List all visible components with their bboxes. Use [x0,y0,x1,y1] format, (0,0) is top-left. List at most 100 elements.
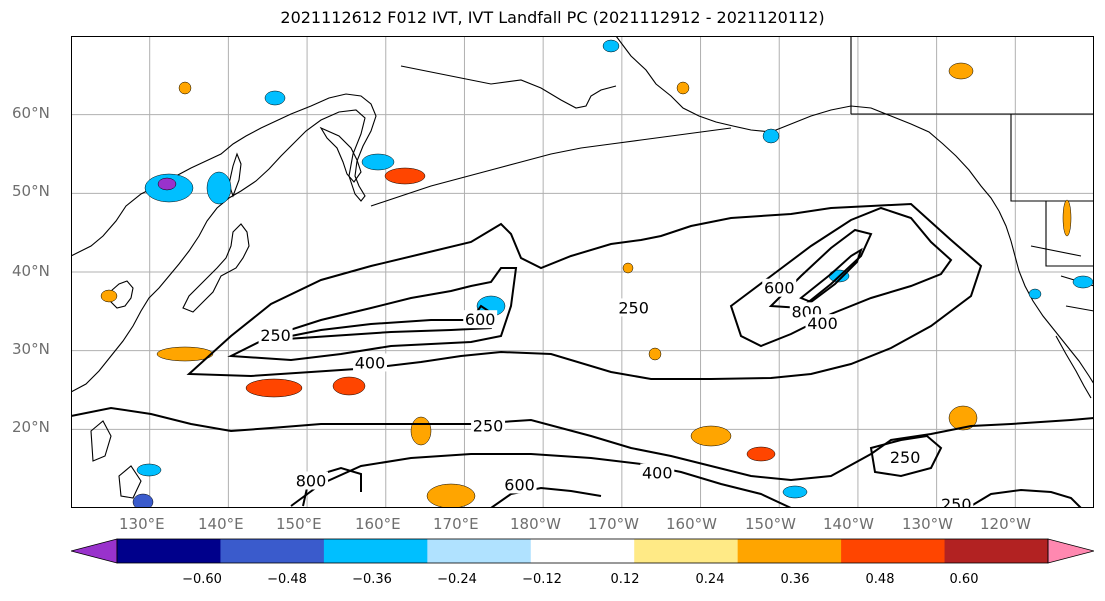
shade-patch [100,289,118,303]
colorbar-swatch [220,539,325,563]
colorbar [71,538,1094,564]
shade-patch [948,62,974,80]
contour-250-south [71,406,1094,482]
contour-label: 250 [260,326,291,345]
contour-label: 600 [504,475,535,494]
contour-400-south [290,453,792,508]
shade-patch [690,425,732,447]
colorbar-tick-label: −0.60 [182,572,222,587]
contour-label: 250 [618,298,649,317]
lat-label: 40°N [12,262,50,280]
colorbar-swatch [737,539,842,563]
contour-800-south [302,466,362,507]
shade-patch [782,485,808,499]
shade-patch [1072,275,1094,289]
colorbar-tick-label: −0.48 [267,572,307,587]
contour-label: 400 [355,353,386,372]
contour-600-east [768,228,873,310]
contour-label-bg [353,353,388,372]
ivt-pc-shading [100,39,1094,508]
lon-label: 150°W [745,515,796,533]
ivt-contours [71,202,1094,508]
chart-title: 2021112612 F012 IVT, IVT Landfall PC (20… [280,8,825,27]
contour-250-se2 [970,488,1082,508]
contour-label-bg [616,298,651,317]
contour-800-east [799,247,863,304]
coastlines [71,36,1094,499]
shade-patch [622,262,634,274]
lon-label: 150°E [276,515,322,533]
contour-400-west [227,267,518,362]
colorbar-extend-high [1047,538,1094,564]
contour-label-bg [258,325,293,344]
colorbar-swatch [944,539,1049,563]
contour-600-south [490,486,602,508]
contour-label-bg [463,310,498,329]
lat-label: 50°N [12,182,50,200]
coastline-philippines [90,420,142,499]
colorbar-frame [116,538,1049,564]
contour-label: 250 [473,416,504,435]
colorbar-swatch [323,539,428,563]
shade-patch [245,378,303,398]
shade-patch [948,405,978,431]
contour-400-east [729,206,953,348]
contour-label-bg [888,447,923,466]
contour-label-bg [939,495,974,508]
coastline-borders-canada [850,36,1094,267]
lon-label: 140°W [823,515,874,533]
shade-patch [206,171,232,205]
contour-label: 600 [764,279,795,298]
coastline-korea [110,280,134,309]
colorbar-tick-label: 0.60 [949,572,979,587]
coastline-japan [182,223,250,313]
lon-label: 180°W [510,515,561,533]
lat-label: 20°N [12,418,50,436]
colorbar-tick-label: −0.36 [352,572,392,587]
colorbar-swatch [117,539,221,563]
shade-patch [178,81,192,95]
shade-patch [156,346,214,362]
shade-patch [602,39,620,53]
contour-label-bg [640,463,675,482]
colorbar-tick-label: −0.12 [522,572,562,587]
coastline-bajacalifornia [1055,335,1092,399]
contour-label: 250 [890,448,921,467]
contour-label-bg [805,314,840,333]
contour-label-bg [471,416,506,435]
shade-patch [676,81,690,95]
coastline-asia [71,93,377,393]
shade-patch [1062,199,1072,237]
shade-patch [361,153,395,171]
shade-patch [648,347,662,361]
contour-label: 400 [807,314,838,333]
contour-label: 800 [296,471,327,490]
colorbar-extend-low [71,538,118,564]
colorbar-tick-label: 0.36 [780,572,810,587]
contour-label-bg [294,471,329,490]
lon-label: 160°W [666,515,717,533]
shade-patch [264,90,286,106]
lon-label: 120°W [980,515,1031,533]
map-frame [71,36,1094,508]
coastline-kamchatka [319,126,362,183]
contour-250-main [186,202,983,380]
lon-label: 160°E [355,515,401,533]
contour-label: 600 [465,310,496,329]
shade-patch [426,483,476,508]
colorbar-tick-label: 0.12 [610,572,640,587]
shade-patch [1028,288,1042,300]
lon-label: 140°E [198,515,244,533]
colorbar-tick-label: 0.24 [695,572,725,587]
shade-patch [332,376,366,396]
coastline-northamerica [998,210,1094,385]
lat-label: 60°N [12,104,50,122]
coastline-aleutians [370,127,732,207]
lon-label: 130°E [119,515,165,533]
coastline-alaska [615,36,1000,212]
shade-patch [762,128,780,144]
colorbar-tick-label: 0.48 [865,572,895,587]
shade-patch [136,463,162,477]
